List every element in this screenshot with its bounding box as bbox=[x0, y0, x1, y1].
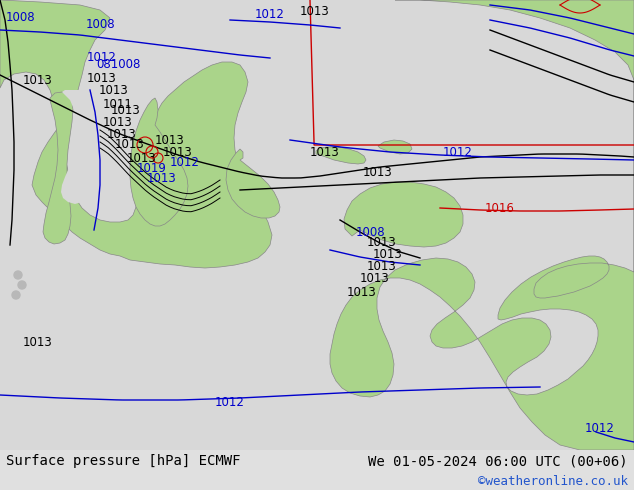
Circle shape bbox=[18, 281, 26, 289]
Text: 1013: 1013 bbox=[111, 103, 141, 117]
Text: 1012: 1012 bbox=[215, 395, 245, 409]
Text: 1013: 1013 bbox=[360, 271, 390, 285]
Text: 1013: 1013 bbox=[367, 260, 397, 272]
Text: 1012: 1012 bbox=[585, 421, 615, 435]
Text: 1008: 1008 bbox=[85, 19, 115, 31]
Text: 1013: 1013 bbox=[115, 139, 145, 151]
Text: 1013: 1013 bbox=[103, 116, 133, 128]
Text: 1013: 1013 bbox=[87, 72, 117, 84]
Text: 1013: 1013 bbox=[147, 172, 177, 185]
Text: 1008: 1008 bbox=[5, 11, 35, 24]
Text: 1013: 1013 bbox=[127, 151, 157, 165]
Text: 1013: 1013 bbox=[107, 127, 137, 141]
Polygon shape bbox=[316, 147, 366, 164]
Text: 1012: 1012 bbox=[443, 146, 473, 158]
Text: ©weatheronline.co.uk: ©weatheronline.co.uk bbox=[478, 475, 628, 488]
Text: 1012: 1012 bbox=[255, 8, 285, 22]
Text: 1013: 1013 bbox=[155, 133, 185, 147]
Text: 1013: 1013 bbox=[310, 146, 340, 158]
Circle shape bbox=[14, 271, 22, 279]
Text: 1013: 1013 bbox=[99, 83, 129, 97]
Polygon shape bbox=[0, 0, 272, 268]
Text: 1013: 1013 bbox=[23, 74, 53, 87]
Polygon shape bbox=[43, 92, 73, 244]
Circle shape bbox=[12, 291, 20, 299]
Text: 1013: 1013 bbox=[373, 247, 403, 261]
Polygon shape bbox=[344, 182, 463, 247]
Text: 1013: 1013 bbox=[347, 286, 377, 298]
Text: 081008: 081008 bbox=[96, 58, 140, 72]
Polygon shape bbox=[130, 98, 188, 226]
Text: 1013: 1013 bbox=[300, 5, 330, 19]
Text: 1013: 1013 bbox=[367, 236, 397, 248]
Text: We 01-05-2024 06:00 UTC (00+06): We 01-05-2024 06:00 UTC (00+06) bbox=[368, 454, 628, 468]
Text: 1013: 1013 bbox=[363, 166, 393, 178]
Polygon shape bbox=[61, 90, 96, 204]
Text: 1012: 1012 bbox=[87, 51, 117, 65]
Text: 1011: 1011 bbox=[103, 98, 133, 112]
Polygon shape bbox=[330, 0, 634, 450]
Text: Surface pressure [hPa] ECMWF: Surface pressure [hPa] ECMWF bbox=[6, 454, 240, 468]
Text: 1013: 1013 bbox=[23, 336, 53, 348]
Text: 1013: 1013 bbox=[163, 146, 193, 158]
Polygon shape bbox=[378, 140, 412, 154]
Text: 1019: 1019 bbox=[137, 162, 167, 174]
Text: 1012: 1012 bbox=[170, 155, 200, 169]
Text: 1016: 1016 bbox=[485, 201, 515, 215]
Text: 1008: 1008 bbox=[355, 225, 385, 239]
Polygon shape bbox=[226, 149, 280, 218]
